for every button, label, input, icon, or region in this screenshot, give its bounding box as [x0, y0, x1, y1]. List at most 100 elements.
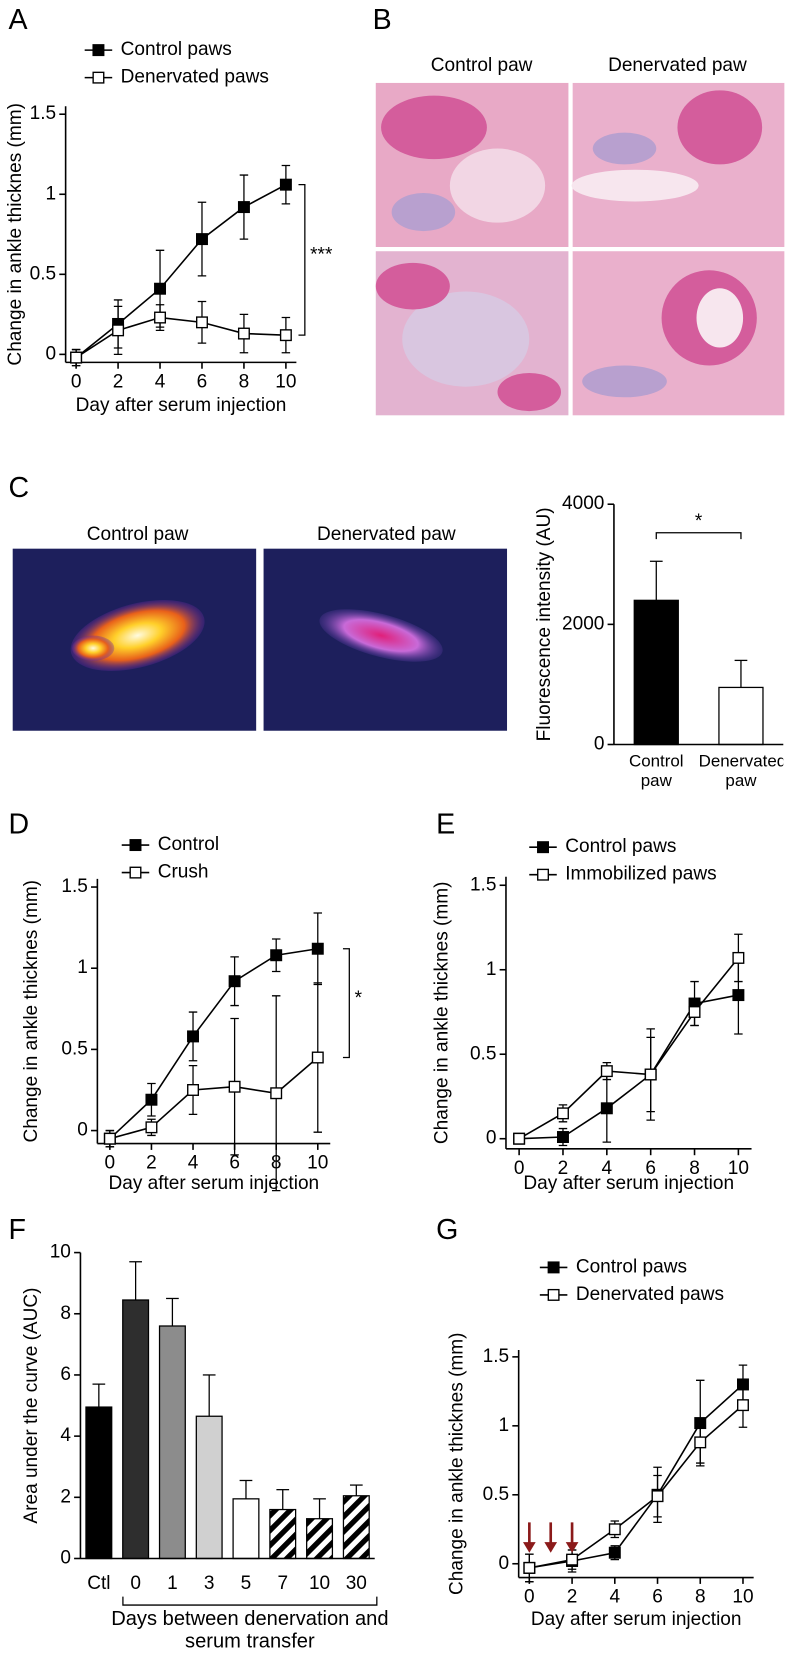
x-tick-label: 10	[732, 1587, 753, 1608]
marker	[237, 327, 250, 340]
y-tick-label: 1.5	[470, 874, 496, 895]
y-tick-label: 0	[60, 1548, 71, 1569]
marker	[736, 1399, 749, 1412]
x-tick-label: 4	[155, 372, 166, 393]
series-line	[75, 316, 286, 359]
bar	[195, 1415, 223, 1560]
marker	[513, 1132, 526, 1145]
y-tick-label: 0	[486, 1128, 497, 1149]
legend-marker	[129, 866, 142, 879]
y-tick-label: 1.5	[30, 103, 56, 124]
x-tick-label: 8	[689, 1158, 700, 1179]
x-tick-label: 2	[113, 372, 124, 393]
panel-letter: C	[8, 472, 29, 504]
legend-marker	[129, 839, 142, 852]
y-tick-label: 0	[594, 734, 605, 755]
y-axis-label: Area under the curve (AUC)	[21, 1287, 42, 1523]
y-tick-label: 0.5	[470, 1043, 496, 1064]
marker	[694, 1436, 707, 1449]
bar	[342, 1495, 370, 1560]
marker	[556, 1131, 569, 1144]
x-tick-label: 5	[241, 1573, 252, 1594]
series-line	[518, 957, 740, 1140]
legend-label: Denervated paws	[576, 1284, 724, 1305]
marker	[154, 311, 167, 324]
marker	[732, 951, 745, 964]
x-tick-label: 4	[610, 1587, 621, 1608]
marker	[732, 989, 745, 1002]
marker	[311, 1051, 324, 1064]
y-tick-label: 1.5	[483, 1346, 509, 1367]
y-tick-label: 4000	[562, 493, 604, 514]
y-tick-label: 1	[486, 959, 497, 980]
panel-letter: E	[436, 809, 455, 841]
series-line	[529, 1383, 744, 1569]
y-tick-label: 0	[77, 1120, 88, 1141]
x-axis-label: Day after serum injection	[523, 1173, 734, 1194]
arrow-head	[565, 1542, 579, 1553]
y-tick-label: 1	[46, 183, 57, 204]
marker	[228, 975, 241, 988]
bar	[158, 1325, 186, 1560]
legend-marker	[92, 44, 105, 57]
x-tick-label: 3	[204, 1573, 215, 1594]
image-header: Control paw	[87, 524, 189, 545]
marker	[600, 1102, 613, 1115]
x-tick-label: 8	[239, 372, 250, 393]
legend-label: Control paws	[576, 1256, 687, 1277]
significance-label: ***	[310, 245, 333, 266]
bar	[718, 686, 764, 746]
marker	[187, 1084, 200, 1096]
x-tick-label: 4	[188, 1153, 199, 1174]
significance-label: *	[355, 988, 363, 1009]
y-tick-label: 10	[50, 1242, 71, 1263]
legend-marker	[537, 841, 549, 854]
series-line	[529, 1404, 744, 1569]
marker	[187, 1030, 200, 1043]
bar	[306, 1518, 334, 1560]
bar	[633, 599, 679, 746]
x-tick-label: 0	[524, 1587, 535, 1608]
x-tick-label: 2	[146, 1153, 157, 1174]
x-tick-label: 2	[558, 1158, 569, 1179]
marker	[556, 1107, 569, 1120]
marker	[523, 1561, 536, 1574]
panel-letter: F	[8, 1214, 25, 1246]
significance-bracket	[342, 948, 350, 1059]
x-tick-label: 0	[130, 1573, 141, 1594]
marker	[196, 316, 208, 329]
x-axis-label: Days between denervation and serum trans…	[111, 1609, 389, 1653]
x-tick-label: 2	[567, 1587, 578, 1608]
x-tick-label-box: Control paw	[628, 752, 684, 790]
fluorescence-images	[12, 548, 508, 731]
x-tick-label: Control paw	[628, 752, 684, 790]
x-tick-label: 8	[695, 1587, 706, 1608]
y-tick-label: 6	[60, 1364, 71, 1385]
legend-label: Immobilized paws	[565, 864, 716, 885]
legend-label: Control paws	[121, 39, 232, 60]
legend-label: Control paws	[565, 836, 676, 857]
significance-bracket	[298, 184, 306, 336]
arrow-head	[544, 1542, 558, 1553]
legend-marker	[92, 71, 105, 84]
y-tick-label: 1	[77, 957, 88, 978]
marker	[196, 233, 208, 246]
x-tick-label: 30	[346, 1573, 367, 1594]
x-tick-label: 4	[602, 1158, 613, 1179]
panel-letter: B	[373, 4, 392, 36]
marker	[228, 1080, 241, 1093]
y-axis-label: Change in ankle thicknes (mm)	[5, 103, 26, 366]
panel-letter: G	[436, 1214, 458, 1246]
x-tick-label: 10	[309, 1573, 330, 1594]
y-tick-label: 0.5	[483, 1484, 509, 1505]
y-tick-label: 0	[46, 343, 57, 364]
y-tick-label: 2	[60, 1486, 71, 1507]
series-line	[109, 1056, 319, 1140]
x-tick-label: 7	[277, 1573, 288, 1594]
y-axis-label: Change in ankle thicknes (mm)	[431, 882, 452, 1145]
panel-letter: A	[8, 4, 27, 36]
y-tick-label: 4	[60, 1425, 71, 1446]
x-tick-label: 0	[71, 372, 82, 393]
